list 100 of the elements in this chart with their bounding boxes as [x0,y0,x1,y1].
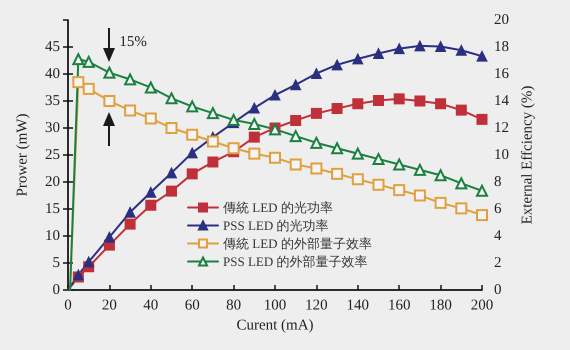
x-tick-label: 140 [346,298,370,314]
point [394,93,405,104]
point [269,152,281,164]
point [352,53,364,64]
x-tick-label: 200 [470,298,494,314]
x-tick-label: 160 [388,298,410,314]
point [166,122,178,134]
point [352,148,364,160]
point [103,95,116,107]
x-tick-label: 20 [102,298,117,314]
y2-tick-label: 8 [494,174,502,190]
y-tick-label: 0 [52,282,60,298]
y2-tick-label: 2 [494,255,502,271]
point [82,82,95,95]
x-tick-label: 100 [264,298,286,314]
point [124,218,136,230]
point [373,94,384,106]
point [186,128,198,141]
point [414,40,426,52]
y2-tick-label: 18 [494,39,509,55]
point [290,114,302,126]
legend-label: 傳統 LED 的光功率 [222,200,333,215]
point [83,256,94,268]
point [206,136,219,148]
x-tick-label: 80 [226,298,242,314]
y-tick-label: 30 [45,120,60,136]
point [393,158,406,170]
point [207,156,218,168]
point [476,114,488,125]
point [310,136,322,149]
point [72,76,84,88]
y-tick-label: 45 [45,39,60,55]
point [332,103,343,114]
x-axis-title: Curent (mA) [236,318,314,334]
y2-tick-label: 16 [494,66,510,82]
point [82,56,95,68]
point [248,132,260,143]
y2-axis-title: External Effciency (%) [519,86,536,224]
point [414,190,426,202]
point [166,92,178,104]
point [456,104,467,116]
x-tick-label: 120 [305,298,328,314]
point [352,98,364,110]
point [145,186,156,198]
point [290,158,302,170]
point [145,200,156,211]
point [310,162,322,174]
x-tick-label: 40 [143,298,158,314]
point [103,66,116,79]
y2-tick-label: 20 [494,12,509,28]
point [331,168,344,180]
y-tick-label: 25 [45,147,60,163]
point [186,100,198,112]
point [72,269,84,280]
point [332,59,343,70]
point [310,68,322,79]
point [144,82,157,94]
point [414,96,426,106]
point [186,168,198,180]
x-tick-label: 60 [184,298,200,314]
point [104,232,115,243]
annotation: 15% [119,34,147,51]
y2-tick-label: 4 [494,228,502,244]
legend-label: 傳統 LED 的外部量子效率 [222,236,372,251]
point [228,142,240,154]
point [290,79,302,90]
point [393,184,406,196]
point [270,90,280,101]
point [166,186,177,197]
y2-tick-label: 6 [494,201,502,217]
y-axis-title: Prower (mW) [14,114,30,196]
point [476,184,488,197]
point [476,50,488,62]
point [144,112,157,125]
point [435,98,446,110]
point [228,114,240,126]
y-tick-label: 20 [45,174,60,190]
point [372,153,384,166]
x-tick-label: 0 [64,298,72,314]
point [186,147,198,158]
legend-label: PSS LED 的外部量子效率 [223,254,368,269]
y2-tick-label: 0 [494,282,502,298]
point [455,177,468,190]
point [290,130,302,142]
point [124,73,136,86]
y2-tick-label: 14 [494,93,510,109]
x-tick-label: 180 [429,298,452,314]
y-tick-label: 40 [45,66,60,82]
point [206,107,219,120]
point [166,167,177,178]
point [455,202,468,214]
y-tick-label: 10 [45,228,60,244]
legend-label: PSS LED 的光功率 [223,218,328,233]
y2-tick-label: 12 [494,120,509,136]
point [248,148,260,160]
point [456,44,467,56]
point [248,102,260,114]
point [414,164,426,176]
point [476,209,488,222]
point [435,40,446,52]
